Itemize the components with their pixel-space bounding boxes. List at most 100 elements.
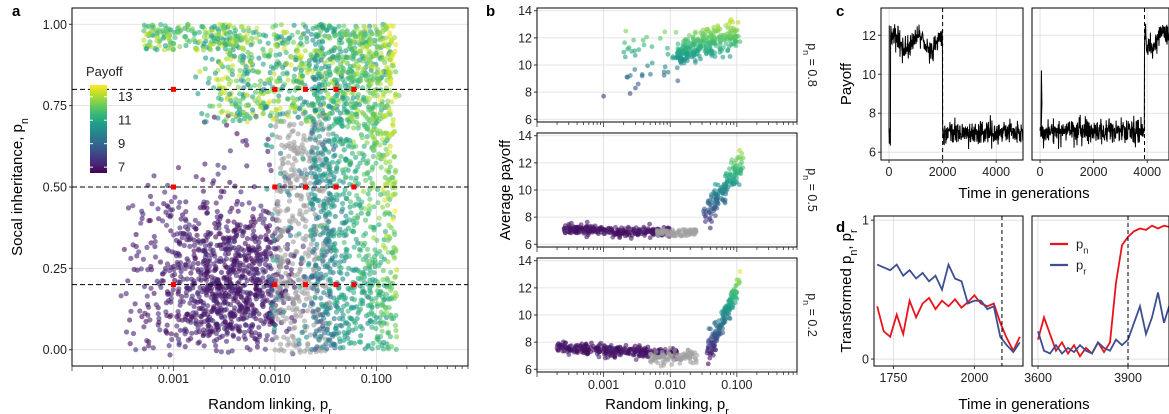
data-point bbox=[367, 40, 374, 47]
data-point bbox=[240, 308, 246, 314]
data-point bbox=[722, 319, 728, 325]
data-point bbox=[720, 54, 726, 60]
data-point bbox=[382, 245, 388, 251]
data-point-grey bbox=[286, 305, 292, 311]
data-point bbox=[350, 228, 356, 234]
data-point bbox=[245, 309, 251, 315]
data-point bbox=[191, 242, 197, 248]
data-point bbox=[248, 60, 254, 66]
data-point bbox=[350, 90, 356, 96]
data-point bbox=[183, 328, 190, 334]
data-point bbox=[216, 242, 223, 248]
data-point bbox=[360, 256, 366, 263]
data-point bbox=[247, 347, 253, 353]
data-point bbox=[635, 81, 641, 87]
data-point bbox=[322, 139, 328, 145]
data-point bbox=[145, 301, 151, 308]
data-point bbox=[265, 136, 271, 142]
data-point bbox=[285, 96, 291, 102]
data-point bbox=[389, 38, 395, 44]
data-point bbox=[311, 91, 317, 97]
data-point bbox=[329, 228, 335, 234]
data-point bbox=[364, 293, 370, 299]
data-point bbox=[286, 109, 292, 115]
data-point bbox=[340, 179, 346, 185]
data-point bbox=[203, 237, 209, 243]
data-point bbox=[356, 339, 362, 345]
data-point bbox=[351, 144, 357, 150]
data-point bbox=[267, 321, 273, 327]
data-point bbox=[340, 68, 346, 74]
data-point bbox=[360, 156, 366, 163]
data-point bbox=[334, 107, 340, 113]
data-point-grey bbox=[281, 334, 287, 340]
data-point bbox=[661, 69, 667, 75]
data-point bbox=[353, 58, 359, 64]
data-point bbox=[146, 218, 152, 224]
data-point bbox=[333, 116, 339, 122]
data-point bbox=[377, 96, 383, 103]
data-point bbox=[309, 300, 315, 306]
data-point bbox=[255, 276, 261, 282]
data-point bbox=[684, 46, 690, 51]
data-point bbox=[230, 332, 236, 338]
data-point-grey bbox=[294, 145, 301, 151]
data-point bbox=[263, 224, 269, 230]
data-point-grey bbox=[296, 277, 303, 283]
data-point-grey bbox=[690, 350, 695, 356]
data-point bbox=[207, 42, 213, 49]
data-point bbox=[313, 66, 319, 72]
data-point bbox=[617, 234, 622, 239]
data-point bbox=[169, 273, 175, 279]
data-point bbox=[366, 207, 372, 213]
data-point bbox=[327, 35, 333, 41]
data-point bbox=[373, 325, 379, 332]
data-point bbox=[369, 256, 375, 262]
marked-point bbox=[170, 86, 176, 92]
data-point bbox=[368, 50, 374, 56]
data-point bbox=[188, 314, 194, 320]
data-point bbox=[244, 265, 250, 271]
data-point bbox=[389, 250, 395, 256]
data-point bbox=[295, 114, 302, 120]
data-point bbox=[311, 226, 317, 233]
data-point bbox=[314, 241, 320, 247]
data-point-grey bbox=[277, 247, 284, 253]
data-point-grey bbox=[685, 347, 691, 353]
data-point bbox=[193, 46, 199, 53]
data-point bbox=[312, 331, 318, 337]
data-point bbox=[632, 228, 637, 234]
data-point bbox=[380, 268, 386, 274]
data-point bbox=[357, 269, 363, 275]
data-point bbox=[178, 216, 184, 222]
data-point bbox=[257, 258, 263, 264]
data-point bbox=[259, 293, 265, 299]
data-point bbox=[739, 151, 745, 156]
data-point bbox=[196, 305, 202, 312]
data-point bbox=[128, 308, 134, 314]
data-point-grey bbox=[303, 137, 309, 143]
data-point bbox=[314, 145, 320, 151]
data-point bbox=[638, 229, 643, 235]
data-point bbox=[227, 47, 233, 53]
data-point bbox=[362, 73, 368, 79]
data-point bbox=[329, 281, 335, 287]
data-point-grey bbox=[301, 318, 308, 324]
data-point bbox=[148, 285, 154, 291]
data-point bbox=[314, 270, 320, 276]
data-point bbox=[177, 279, 183, 285]
data-point bbox=[207, 331, 213, 338]
data-point bbox=[133, 231, 139, 238]
data-point bbox=[295, 50, 301, 56]
data-point bbox=[368, 309, 374, 315]
data-point bbox=[393, 91, 399, 97]
data-point bbox=[367, 318, 373, 324]
data-point bbox=[360, 298, 366, 304]
data-point bbox=[203, 232, 209, 238]
data-point bbox=[605, 354, 611, 360]
data-point bbox=[633, 85, 638, 91]
data-point bbox=[364, 134, 370, 140]
data-point bbox=[271, 71, 277, 77]
data-point bbox=[262, 81, 268, 87]
data-point bbox=[254, 344, 260, 350]
